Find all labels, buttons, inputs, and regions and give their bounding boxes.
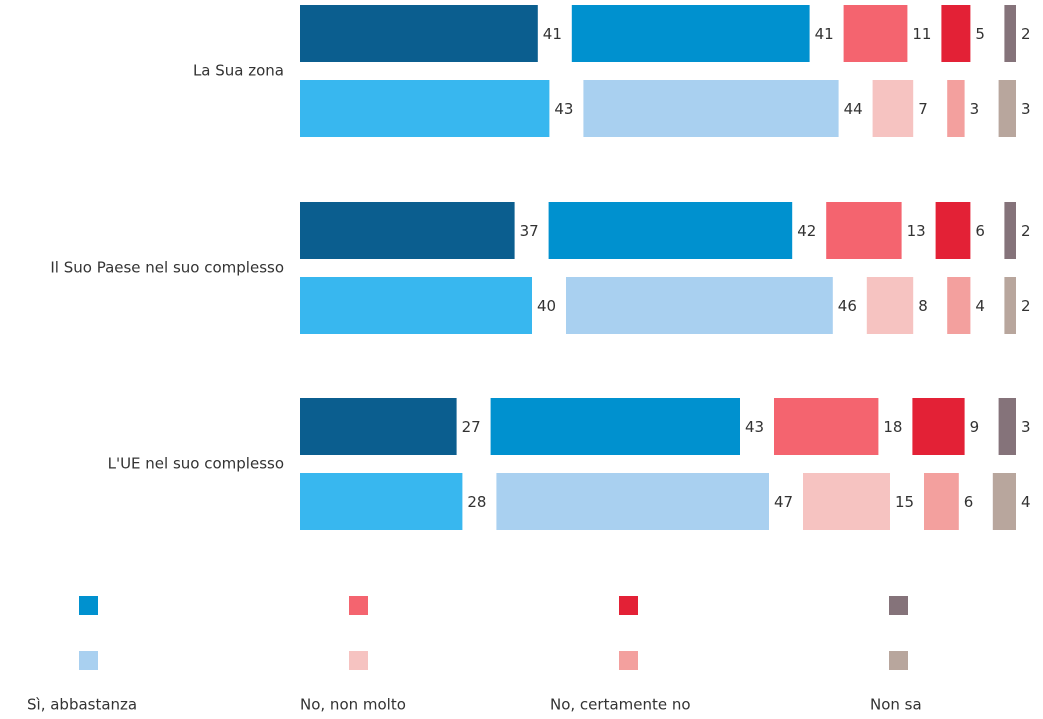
category-label: Il Suo Paese nel suo complesso xyxy=(50,259,284,277)
bar-segment xyxy=(1004,202,1016,259)
legend-label: No, certamente no xyxy=(550,696,691,714)
legend-swatch xyxy=(349,596,368,615)
bar-segment xyxy=(992,473,1016,530)
value-label: 46 xyxy=(838,297,857,315)
value-label: 4 xyxy=(975,297,985,315)
value-label: 13 xyxy=(907,222,926,240)
bar-segment xyxy=(583,80,839,137)
legend-swatch xyxy=(79,596,98,615)
legend-swatch xyxy=(889,651,908,670)
value-label: 28 xyxy=(467,493,486,511)
bar-segment xyxy=(998,398,1016,455)
bar-segment xyxy=(924,473,959,530)
category-label: La Sua zona xyxy=(193,62,284,80)
value-label: 40 xyxy=(537,297,556,315)
category-label: L'UE nel suo complesso xyxy=(108,455,284,473)
bar-segment xyxy=(490,398,740,455)
value-label: 8 xyxy=(918,297,928,315)
bar-segment xyxy=(866,277,914,334)
bar-segment xyxy=(803,473,890,530)
legend-label: Non sa xyxy=(870,696,922,714)
value-label: 4 xyxy=(1021,493,1031,511)
bar-segment xyxy=(496,473,769,530)
bar-segment xyxy=(912,398,965,455)
legend-label: Sì, abbastanza xyxy=(27,696,137,714)
bar-segment xyxy=(300,202,515,259)
bar-segment xyxy=(300,473,463,530)
value-label: 18 xyxy=(883,418,902,436)
value-label: 2 xyxy=(1021,222,1031,240)
bar-segment xyxy=(300,80,550,137)
value-label: 7 xyxy=(918,100,928,118)
bar-segment xyxy=(548,202,793,259)
legend-label: No, non molto xyxy=(300,696,406,714)
bar-segment xyxy=(941,5,971,62)
bar-segment xyxy=(1004,5,1016,62)
legend-swatch xyxy=(619,596,638,615)
legend-swatch xyxy=(79,651,98,670)
value-label: 3 xyxy=(1021,100,1031,118)
value-label: 47 xyxy=(774,493,793,511)
bar-segment xyxy=(843,5,908,62)
value-label: 6 xyxy=(975,222,985,240)
value-label: 41 xyxy=(543,25,562,43)
value-label: 42 xyxy=(797,222,816,240)
value-label: 15 xyxy=(895,493,914,511)
value-label: 6 xyxy=(964,493,974,511)
value-label: 5 xyxy=(975,25,985,43)
bar-segment xyxy=(774,398,879,455)
value-label: 3 xyxy=(970,100,980,118)
value-label: 2 xyxy=(1021,297,1031,315)
value-label: 43 xyxy=(554,100,573,118)
bar-segment xyxy=(571,5,810,62)
value-label: 3 xyxy=(1021,418,1031,436)
value-label: 2 xyxy=(1021,25,1031,43)
bar-segment xyxy=(935,202,971,259)
bar-segment xyxy=(300,398,457,455)
bar-segment xyxy=(1004,277,1016,334)
value-label: 43 xyxy=(745,418,764,436)
bar-segment xyxy=(947,80,965,137)
bar-segment xyxy=(872,80,914,137)
value-label: 41 xyxy=(815,25,834,43)
value-label: 11 xyxy=(912,25,931,43)
legend-swatch xyxy=(619,651,638,670)
value-label: 44 xyxy=(844,100,863,118)
value-label: 27 xyxy=(462,418,481,436)
bar-segment xyxy=(826,202,902,259)
bar-segment xyxy=(947,277,971,334)
legend-swatch xyxy=(889,596,908,615)
bar-segment xyxy=(300,277,532,334)
value-label: 9 xyxy=(970,418,980,436)
value-label: 37 xyxy=(520,222,539,240)
bar-segment xyxy=(998,80,1016,137)
bar-segment xyxy=(300,5,538,62)
bar-segment xyxy=(566,277,833,334)
legend-swatch xyxy=(349,651,368,670)
